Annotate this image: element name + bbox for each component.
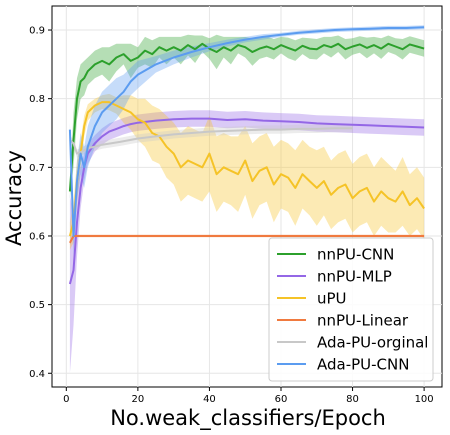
x-tick-label: 80 [346,394,359,405]
x-tick-label: 0 [63,394,69,405]
confidence-bands [69,25,425,374]
line-ada-pu-orginal [69,127,353,155]
band-nnpu-cnn [69,34,425,199]
y-axis-ticks: 0.4 0.5 0.6 0.7 0.8 0.9 [29,26,52,380]
line-nnpu-linear [69,235,425,244]
y-tick-label: 0.8 [29,94,45,105]
legend-label-ada-pu-orginal: Ada-PU-orginal [317,334,428,352]
band-ada-pu-orginal [69,124,353,158]
x-tick-label: 20 [132,394,145,405]
band-nnpu-linear [69,234,425,245]
legend-label-upu: uPU [317,290,347,308]
legend-label-nnpu-linear: nnPU-Linear [317,312,409,330]
line-nnpu-cnn [68,42,425,192]
x-tick-label: 40 [203,394,216,405]
legend: nnPU-CNN nnPU-MLP uPU nnPU-Linear Ada-PU-org… [268,237,434,382]
y-tick-label: 0.4 [29,369,45,380]
line-upu [68,101,425,237]
x-tick-label: 60 [275,394,288,405]
x-tick-label: 100 [415,394,434,405]
band-nnpu-mlp [69,110,425,374]
series-lines [68,26,425,285]
legend-box [268,237,434,382]
line-ada-pu-cnn [68,26,425,237]
x-axis-ticks: 0 20 40 60 80 100 [63,387,434,405]
y-axis-label: Accuracy [2,150,26,246]
y-tick-label: 0.9 [29,26,45,37]
y-tick-label: 0.6 [29,231,45,242]
y-tick-label: 0.5 [29,300,45,311]
y-tick-label: 0.7 [29,163,45,174]
legend-label-ada-pu-cnn: Ada-PU-CNN [317,356,409,374]
legend-label-nnpu-mlp: nnPU-MLP [317,268,392,286]
legend-label-nnpu-cnn: nnPU-CNN [317,246,394,264]
x-axis-label: No.weak_classifiers/Epoch [110,406,386,431]
band-upu [69,93,425,250]
